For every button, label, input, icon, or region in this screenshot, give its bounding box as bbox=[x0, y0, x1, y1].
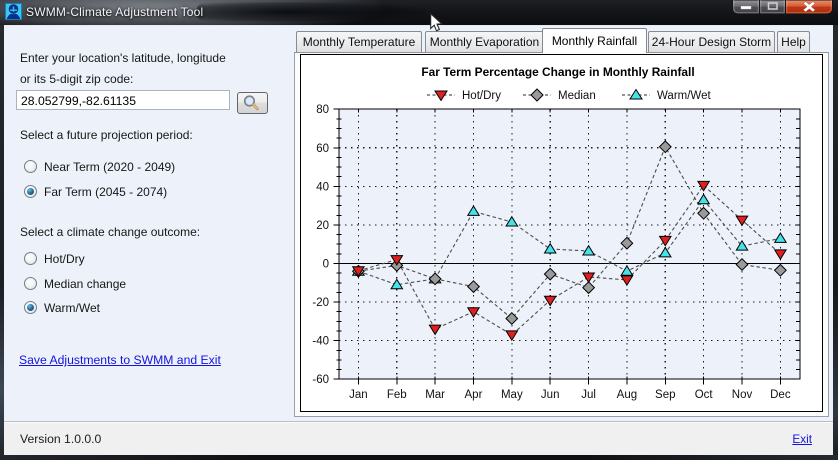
svg-text:Nov: Nov bbox=[732, 389, 753, 401]
svg-text:Warm/Wet: Warm/Wet bbox=[657, 90, 711, 102]
svg-text:Aug: Aug bbox=[617, 389, 637, 401]
svg-text:-60: -60 bbox=[312, 374, 329, 386]
svg-text:Apr: Apr bbox=[465, 389, 483, 401]
svg-text:40: 40 bbox=[316, 181, 329, 193]
svg-text:Median: Median bbox=[558, 90, 596, 102]
svg-text:Dec: Dec bbox=[770, 389, 791, 401]
svg-text:80: 80 bbox=[316, 104, 329, 116]
svg-text:20: 20 bbox=[316, 220, 329, 232]
svg-text:Far Term Percentage Change in: Far Term Percentage Change in Monthly Ra… bbox=[421, 65, 694, 79]
svg-text:Oct: Oct bbox=[695, 389, 714, 401]
svg-text:60: 60 bbox=[316, 143, 329, 155]
svg-text:Feb: Feb bbox=[387, 389, 407, 401]
svg-text:Jun: Jun bbox=[541, 389, 560, 401]
svg-text:Sep: Sep bbox=[655, 389, 675, 401]
svg-text:Jan: Jan bbox=[349, 389, 368, 401]
svg-text:0: 0 bbox=[323, 259, 329, 271]
svg-text:Hot/Dry: Hot/Dry bbox=[462, 90, 501, 102]
svg-text:Mar: Mar bbox=[425, 389, 445, 401]
svg-text:-20: -20 bbox=[312, 297, 329, 309]
svg-text:May: May bbox=[501, 389, 523, 401]
svg-text:-40: -40 bbox=[312, 336, 329, 348]
svg-text:Jul: Jul bbox=[581, 389, 596, 401]
